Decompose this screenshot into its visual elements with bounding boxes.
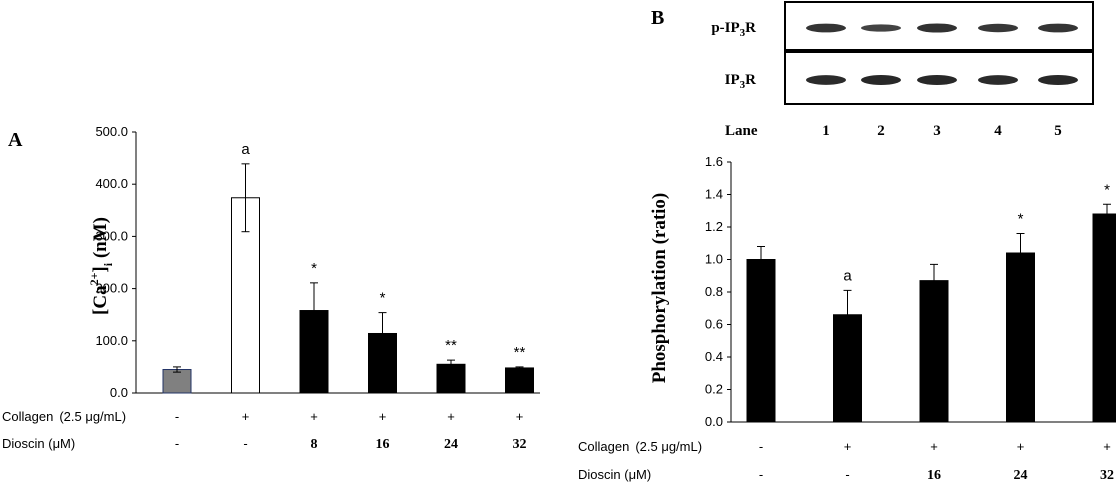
condition-value: 32 <box>513 437 527 452</box>
condition-value: + <box>447 409 455 424</box>
y-tick-label: 200.0 <box>95 281 128 296</box>
y-tick-label: 1.4 <box>705 187 723 202</box>
panel-b-chart: 0.0 0.2 0.4 0.6 0.8 1.0 1.2 1.4 1.6 - - a + - +16 * +24 *… <box>578 154 1116 483</box>
blot-band <box>917 75 957 85</box>
y-tick-label: 400.0 <box>95 176 128 191</box>
blot-band <box>861 75 901 85</box>
lane-number: 3 <box>933 123 941 139</box>
bar <box>162 369 192 394</box>
condition-value: + <box>242 409 250 424</box>
condition-value: + <box>516 409 524 424</box>
blot-band <box>861 24 901 32</box>
condition-label: Dioscin (μM) <box>578 467 651 482</box>
condition-value: + <box>310 409 318 424</box>
panel-a-label: A <box>8 129 23 151</box>
condition-value: + <box>930 439 938 454</box>
western-blot: p-IP3R IP3R Lane 1 2 3 4 5 <box>711 1 1094 139</box>
condition-value: - <box>175 436 179 451</box>
significance-mark: ** <box>445 337 457 354</box>
bar <box>1092 213 1116 423</box>
condition-value: 24 <box>1014 468 1028 483</box>
y-tick-label: 0.6 <box>705 317 723 332</box>
significance-mark: ** <box>514 344 526 361</box>
condition-value: 32 <box>1100 468 1114 483</box>
blot-row-label: IP3R <box>725 72 757 91</box>
blot-band <box>806 23 846 33</box>
panel-a-y-axis-label: [Ca2+]i (nM) <box>87 217 115 315</box>
blot-band <box>917 23 957 33</box>
blot-band <box>978 23 1018 33</box>
condition-label: Collagen (2.5 μg/mL) <box>578 439 702 454</box>
lane-title: Lane <box>725 123 758 139</box>
y-tick-label: 0.2 <box>705 382 723 397</box>
condition-value: + <box>1103 439 1111 454</box>
y-tick-label: 0.4 <box>705 349 723 364</box>
blot-band <box>978 75 1018 85</box>
panel-a-chart: 0.0 100.0 200.0 300.0 400.0 500.0 - - a + - * +8 * +16… <box>2 124 540 452</box>
y-tick-label: 300.0 <box>95 228 128 243</box>
y-tick-label: 0.8 <box>705 284 723 299</box>
y-tick-label: 1.6 <box>705 154 723 169</box>
significance-mark: * <box>380 290 386 307</box>
significance-mark: a <box>241 141 250 158</box>
significance-mark: * <box>1018 211 1024 228</box>
condition-value: 16 <box>376 437 390 452</box>
condition-value: - <box>845 467 849 482</box>
condition-value: 16 <box>927 468 941 483</box>
y-tick-label: 100.0 <box>95 333 128 348</box>
condition-label: Collagen (2.5 μg/mL) <box>2 409 126 424</box>
y-tick-label: 0.0 <box>705 414 723 429</box>
blot-band <box>806 75 846 85</box>
bar <box>505 367 534 394</box>
y-tick-label: 1.0 <box>705 252 723 267</box>
condition-value: - <box>243 436 247 451</box>
condition-label: Dioscin (μM) <box>2 436 75 451</box>
bar <box>746 259 776 423</box>
blot-band <box>1038 23 1078 33</box>
panel-b-label: B <box>651 7 664 29</box>
condition-value: + <box>844 439 852 454</box>
condition-value: - <box>759 439 763 454</box>
condition-value: - <box>175 409 179 424</box>
y-tick-label: 500.0 <box>95 124 128 139</box>
y-tick-label: 0.0 <box>110 385 128 400</box>
condition-value: + <box>1017 439 1025 454</box>
blot-row-label: p-IP3R <box>711 20 756 39</box>
bar <box>1006 252 1035 423</box>
panel-b-y-axis-label: Phosphorylation (ratio) <box>649 193 670 384</box>
lane-number: 2 <box>877 123 885 139</box>
condition-value: 24 <box>444 437 458 452</box>
significance-mark: * <box>1104 181 1110 198</box>
blot-band <box>1038 75 1078 85</box>
lane-number: 1 <box>822 123 830 139</box>
significance-mark: a <box>843 267 852 284</box>
condition-value: 8 <box>311 437 318 452</box>
bar <box>919 280 949 423</box>
lane-number: 4 <box>994 123 1002 139</box>
condition-value: - <box>759 467 763 482</box>
bar <box>436 363 466 394</box>
lane-number: 5 <box>1054 123 1062 139</box>
significance-mark: * <box>311 260 317 277</box>
condition-value: + <box>379 409 387 424</box>
y-tick-label: 1.2 <box>705 219 723 234</box>
